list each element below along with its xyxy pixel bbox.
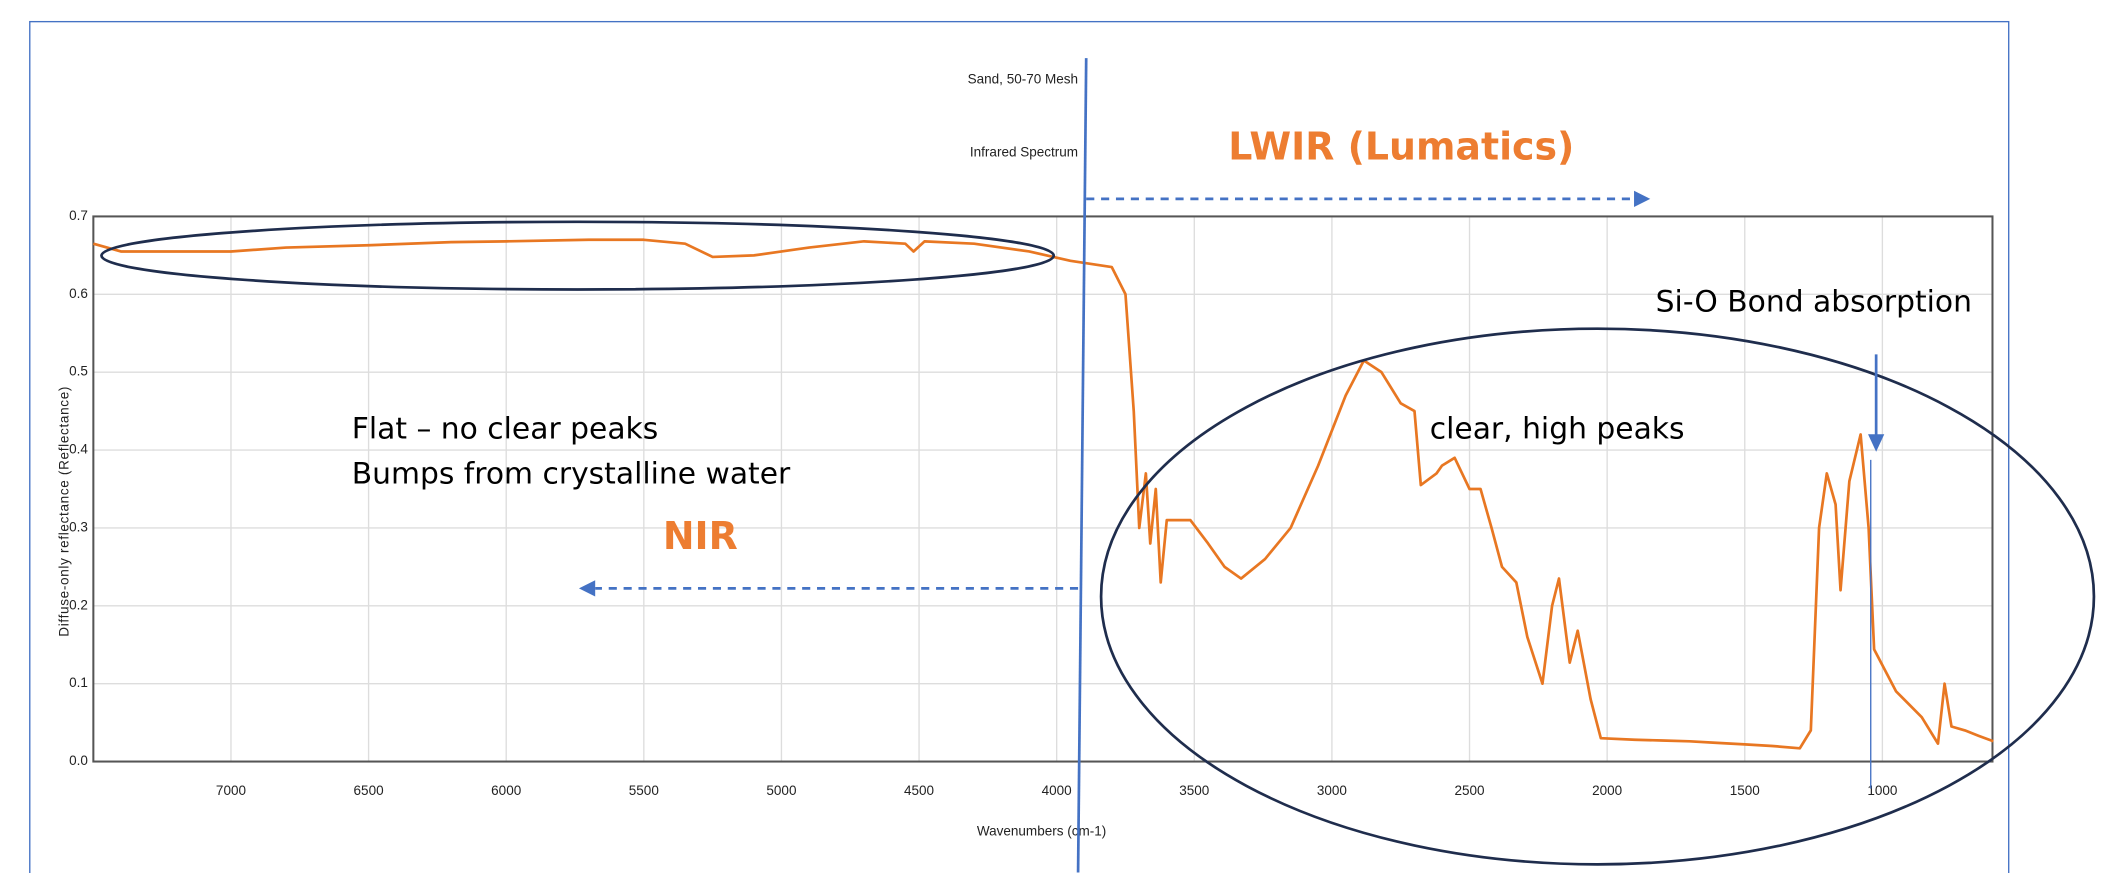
- nir-ellipse: [100, 220, 1056, 291]
- x-tick-label: 3500: [1179, 783, 1209, 798]
- arrow-head: [1634, 190, 1651, 207]
- y-tick-label: 0.0: [69, 753, 88, 768]
- y-tick-label: 0.2: [69, 597, 88, 612]
- y-tick-label: 0.6: [69, 286, 88, 301]
- y-tick-label: 0.3: [69, 519, 88, 534]
- x-axis-label: Wavenumbers (cm-1): [977, 823, 1106, 838]
- x-tick-label: 5500: [629, 783, 659, 798]
- y-tick-label: 0.4: [69, 442, 88, 457]
- annotation: Bumps from crystalline water: [352, 456, 791, 491]
- plot-border: [92, 215, 1994, 763]
- y-tick-label: 0.7: [69, 208, 88, 223]
- x-tick-label: 2000: [1592, 783, 1622, 798]
- chart-title: Sand, 50-70 Mesh: [968, 71, 1078, 86]
- x-tick-label: 2500: [1454, 783, 1484, 798]
- spectrum-line: [92, 238, 1994, 750]
- annotation: clear, high peaks: [1430, 412, 1685, 447]
- x-tick-label: 6000: [491, 783, 521, 798]
- annotation: Si-O Bond absorption: [1656, 284, 1972, 319]
- x-tick-label: 4500: [904, 783, 934, 798]
- lwir-label: LWIR (Lumatics): [1228, 124, 1574, 168]
- divider-line: [1076, 58, 1088, 873]
- annotation: Flat – no clear peaks: [352, 412, 659, 447]
- y-tick-label: 0.5: [69, 364, 88, 379]
- plot-area: 0.0 0.1 0.2 0.3 0.4 0.5 0.6 0.7 7000 6500 6000 5500…: [69, 208, 1994, 798]
- lwir-ellipse: [1099, 327, 2096, 866]
- nir-label: NIR: [663, 514, 738, 558]
- chart-subtitle: Infrared Spectrum: [970, 144, 1078, 159]
- y-tick-label: 0.1: [69, 675, 88, 690]
- x-tick-label: 3000: [1317, 783, 1347, 798]
- frame: [29, 20, 2010, 873]
- x-tick-label: 5000: [766, 783, 796, 798]
- y-axis-label: Diffuse-only reflectance (Reflectance): [57, 386, 72, 637]
- arrow-head: [1868, 434, 1885, 452]
- x-tick-label: 4000: [1042, 783, 1072, 798]
- x-tick-label: 6500: [354, 783, 384, 798]
- x-tick-label: 1000: [1867, 783, 1897, 798]
- x-tick-label: 7000: [216, 783, 246, 798]
- plot-background: [93, 216, 1993, 762]
- arrow-head: [578, 580, 596, 597]
- x-tick-label: 1500: [1730, 783, 1760, 798]
